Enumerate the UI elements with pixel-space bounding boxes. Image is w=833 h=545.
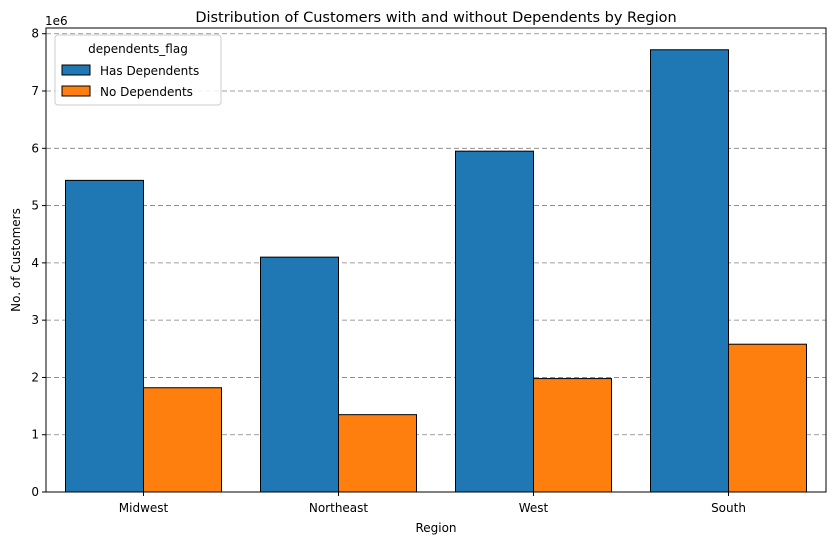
plot-frame <box>45 27 827 493</box>
bar-has-dependents-south <box>650 49 729 493</box>
y-tick-label: 1 <box>31 428 39 442</box>
y-tick-label: 4 <box>31 256 39 270</box>
bar-no-dependents-west <box>533 378 612 493</box>
bar-has-dependents-northeast <box>260 256 339 493</box>
bar-has-dependents-midwest <box>65 179 144 493</box>
y-tick-label: 0 <box>31 485 39 499</box>
legend-swatch-no-dependents <box>61 85 91 97</box>
bar-has-dependents-west <box>455 150 534 493</box>
y-tick-label: 2 <box>31 370 39 384</box>
y-axis-offset-label: 1e6 <box>45 14 68 28</box>
bar-no-dependents-midwest <box>143 387 222 493</box>
chart-title: Distribution of Customers with and witho… <box>195 10 676 26</box>
x-tick-label: Northeast <box>309 501 369 515</box>
y-axis-label: No. of Customers <box>9 208 23 312</box>
x-tick-label: West <box>519 501 549 515</box>
x-tick-label: South <box>711 501 746 515</box>
legend-title: dependents_flag <box>88 42 188 56</box>
x-tick-label: Midwest <box>119 501 169 515</box>
y-tick-label: 6 <box>31 141 39 155</box>
legend-label-has-dependents: Has Dependents <box>100 64 199 78</box>
y-tick-label: 5 <box>31 199 39 213</box>
y-tick-label: 7 <box>31 84 39 98</box>
y-tick-label: 8 <box>31 27 39 41</box>
legend: dependents_flag Has Dependents No Depend… <box>54 34 222 106</box>
legend-label-no-dependents: No Dependents <box>100 85 193 99</box>
bar-no-dependents-northeast <box>338 414 417 493</box>
y-axis-ticks: 0 1 2 3 4 5 6 7 8 <box>31 27 46 499</box>
bar-no-dependents-south <box>728 343 807 493</box>
legend-swatch-has-dependents <box>61 64 91 76</box>
x-axis-label: Region <box>415 521 456 535</box>
y-tick-label: 3 <box>31 313 39 327</box>
x-axis-ticks: Midwest Northeast West South <box>119 492 746 515</box>
bars <box>65 49 807 493</box>
legend-box <box>54 34 222 106</box>
